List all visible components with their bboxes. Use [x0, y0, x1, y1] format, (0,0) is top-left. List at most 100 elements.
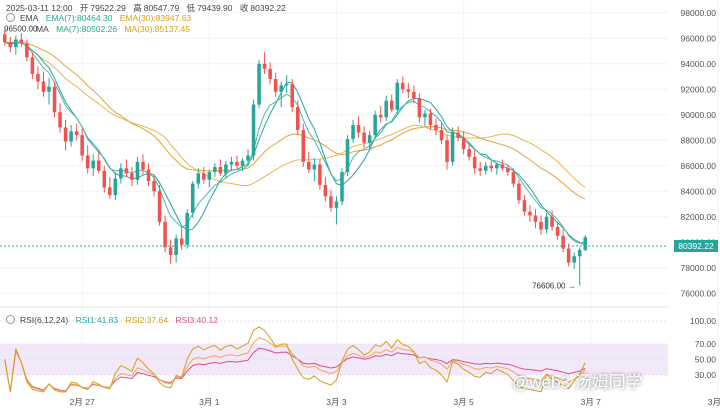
candle-body [218, 167, 223, 174]
open-label: 开 [79, 3, 89, 13]
candle-body [251, 104, 256, 156]
price-tick-label: 90000.00 [681, 110, 717, 120]
candle-body [378, 114, 383, 118]
candle-body [240, 160, 245, 166]
high-label: 高 [133, 3, 142, 13]
candle-body [456, 132, 460, 138]
candle-body [224, 164, 228, 174]
candle-body [345, 138, 350, 173]
candle-body [373, 114, 377, 136]
candle-body [207, 172, 212, 180]
candle-body [323, 184, 328, 197]
ohlc-time: 2025-03-11 12:00 [6, 3, 73, 13]
candle-body [356, 124, 361, 133]
ema7-line [4, 41, 586, 244]
rsi-header[interactable]: RSI(6,12,24) RSI1:41.83 RSI2:37.64 RSI3:… [6, 315, 223, 325]
candle-body [96, 160, 101, 171]
candle-body [428, 113, 433, 125]
price-tick-label: 82000.00 [681, 212, 717, 222]
candle-body [295, 107, 300, 131]
eye-icon[interactable] [6, 13, 15, 22]
time-tick-label: 3月 3 [326, 397, 347, 407]
ema30-line [4, 41, 586, 200]
time-tick-label: 3月 5 [453, 397, 474, 407]
candle-body [334, 201, 339, 208]
candle-body [555, 226, 560, 236]
candle-body [312, 164, 317, 170]
candle-body [384, 100, 388, 118]
candle-body [544, 216, 549, 230]
candle-body [196, 173, 201, 184]
candle-body [467, 149, 471, 157]
candle-body [329, 196, 333, 208]
candle-body [500, 164, 505, 169]
price-tick-label: 88000.00 [681, 135, 717, 145]
ma30-value: MA(30):85137.45 [124, 24, 191, 34]
rsi3-value: RSI3:40.12 [175, 315, 218, 325]
ma-header[interactable]: MA MA(7):80502.26 MA(30):85137.45 [36, 24, 195, 34]
rsi-tick-label: 50.00 [695, 355, 717, 365]
candle-body [163, 221, 167, 248]
candle-body [229, 161, 234, 165]
candle-body [461, 137, 466, 150]
rsi-axis-ticks: 100.00 70.00 50.00 30.00 [690, 316, 716, 380]
candle-body [445, 140, 449, 162]
candle-body [262, 63, 267, 69]
candle-body [566, 248, 571, 263]
candle-body [351, 124, 355, 139]
ohlc-header: 2025-03-11 12:00 开 79522.29 高 80547.79 低 79… [6, 2, 291, 14]
candle-body [168, 247, 173, 255]
candle-body [401, 82, 405, 90]
candle-body [108, 187, 112, 196]
candle-body [517, 183, 521, 201]
candle-body [301, 130, 306, 162]
candle-body [572, 256, 576, 263]
candle-body [550, 216, 554, 227]
candle-body [246, 155, 250, 161]
candle-body [119, 168, 123, 179]
candle-body [257, 63, 261, 105]
price-tick-label: 84000.00 [681, 186, 717, 196]
candle-body [362, 132, 366, 143]
candle-body [2, 34, 7, 43]
rsi1-line [4, 326, 586, 393]
price-tick-label: 92000.00 [681, 84, 717, 94]
candle-body [506, 168, 510, 173]
candle-body [367, 135, 372, 143]
candle-body [273, 79, 278, 92]
price-tick-label: 86000.00 [681, 161, 717, 171]
candle-body [41, 81, 46, 92]
high-value: 80547.79 [143, 3, 180, 13]
candle-body [25, 43, 29, 58]
ma-label: MA [36, 24, 49, 34]
candle-body [47, 86, 51, 92]
eye-icon[interactable] [6, 315, 15, 324]
candle-body [58, 112, 62, 128]
high-annotation: 96500.00 [4, 24, 38, 33]
candle-body [290, 84, 295, 108]
candle-body [36, 73, 40, 82]
open-value: 79522.29 [90, 3, 126, 13]
candle-body [389, 100, 394, 110]
time-tick-label: 3月 1 [199, 397, 220, 407]
current-price-label: 80392.22 [674, 240, 718, 252]
rsi-lines [4, 326, 586, 393]
time-tick-label: 3月 9 [708, 397, 720, 407]
time-tick-label: 3月 7 [581, 397, 602, 407]
candle-body [135, 161, 140, 180]
candle-body [307, 161, 311, 170]
candle-body [406, 89, 411, 92]
candle-body [284, 84, 289, 86]
ema-label: EMA [20, 13, 39, 23]
candle-body [74, 131, 79, 136]
rsi2-value: RSI2:37.64 [125, 315, 169, 325]
ema-header[interactable]: EMA EMA(7):80464.30 EMA(30):83947.63 [6, 13, 196, 23]
time-tick-label: 2月 27 [70, 397, 95, 407]
ema7-value: EMA(7):80464.30 [45, 13, 113, 23]
price-tick-label: 94000.00 [681, 59, 717, 69]
rsi-tick-label: 30.00 [695, 370, 717, 380]
candles [2, 29, 588, 286]
candle-body [340, 172, 344, 202]
